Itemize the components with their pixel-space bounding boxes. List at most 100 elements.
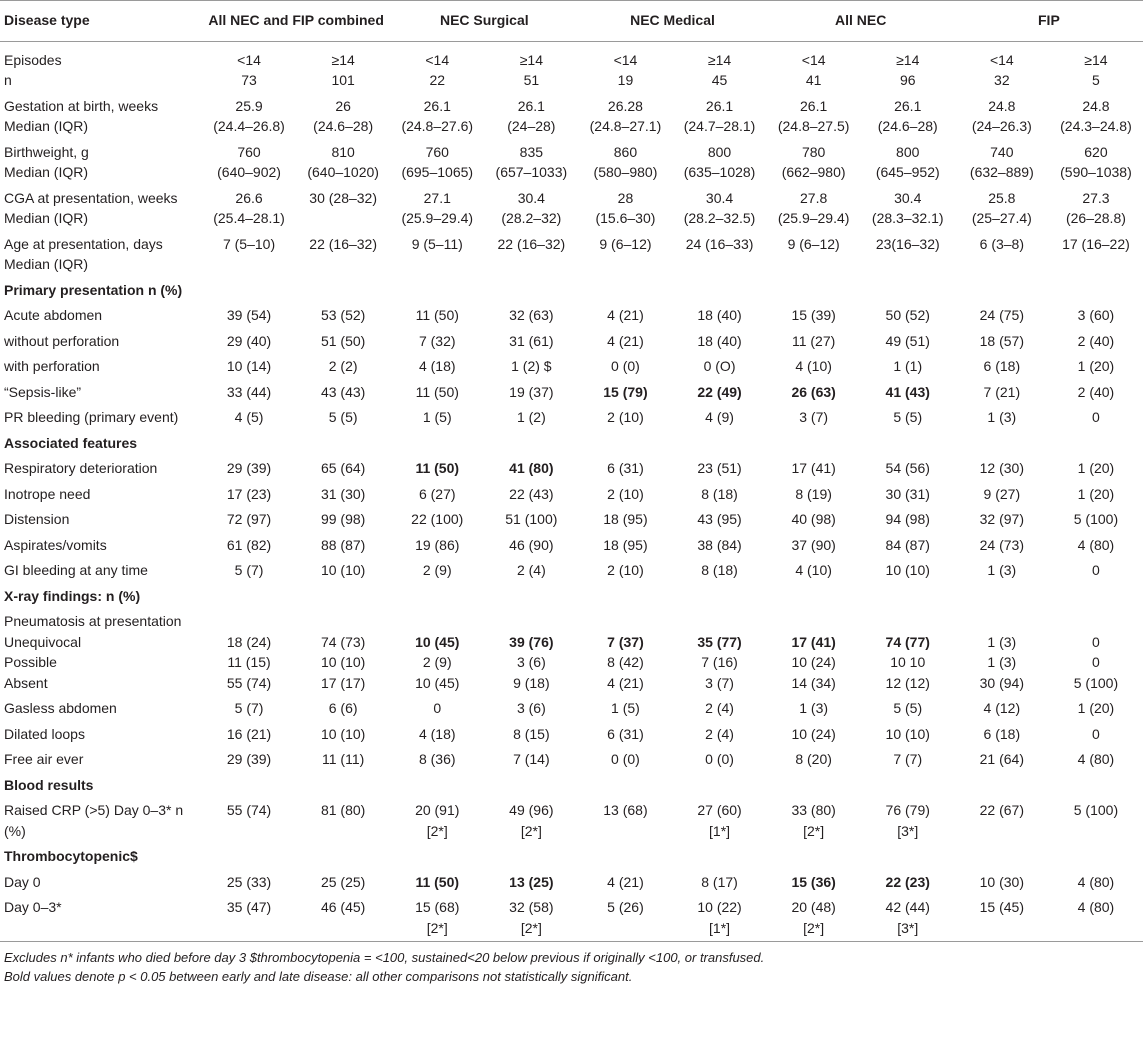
cell-text: 0 [1092,409,1100,425]
table-cell: 26.1 (24.8–27.5) [767,93,861,139]
cell-text: 5 (5) [328,409,358,425]
table-cell: 30.4 (28.2–32) [484,185,578,231]
cell-text: (28.2–32.5) [683,210,756,226]
table-cell: 3 (60) [1049,303,1143,329]
table-cell: 32 (63) [484,303,578,329]
row-label-line: Median (IQR) [4,118,89,134]
cell-text: 740 [990,143,1014,160]
table-cell: 7 (21) [955,379,1049,405]
cell-text: 12 (12) [885,674,930,691]
table-cell: 3 (7) [767,405,861,431]
cell-text: (24.8–27.1) [589,118,662,134]
cell-text: 30.4 [517,189,545,206]
table-cell: 7 (5–10) [202,231,296,277]
cell-text: 9 (18) [513,674,550,691]
cell-text: 0 (0) [611,751,640,767]
cell-text: 1 (20) [1077,700,1115,716]
row-label: Distension [4,511,70,527]
table-cell: 0 (O) [673,354,767,380]
cell-text: (24–26.3) [971,118,1032,134]
table-cell: 4 (21) [578,303,672,329]
table-cell: 760 (640–902) [202,139,296,185]
table-cell: 8 (18) [673,481,767,507]
table-row: X-ray findings: n (%) [0,583,1143,609]
table-cell: 4 (21) [578,328,672,354]
cell-text: 1 (1) [893,358,923,374]
cell-text: 50 (52) [885,307,930,323]
blank-line [676,611,764,632]
cell-text: 15 (68) [415,899,460,915]
cell-text: (590–1038) [1060,164,1132,180]
table-cell: 740 (632–889) [955,139,1049,185]
cell-text: 2 (10) [607,562,644,578]
table-cell: 40 (98) [767,507,861,533]
table-cell: 9 (6–12) [767,231,861,277]
cell-text: 22 (23) [885,873,930,890]
table-cell: 30 (28–32) [296,185,390,231]
row-label-line: n [4,72,12,88]
section-heading: Blood results [4,776,94,793]
cell-text: 4 (10) [795,358,832,374]
row-label: Episodes n [0,41,202,93]
table-cell: 4 (5) [202,405,296,431]
cell-text: 26.1 [517,97,545,114]
cell-text: 24 (75) [979,307,1024,323]
table-cell: 0 [390,696,484,722]
row-label-line: Unequivocal [4,633,82,650]
table-cell: 65 (64) [296,456,390,482]
cell-text: 46 (45) [320,899,366,915]
table-cell: 37 (90) [767,532,861,558]
cell-text: 11 (50) [415,873,460,890]
table-cell: 800 (635–1028) [673,139,767,185]
table-cell: 35 (77) 7 (16) 3 (7) [673,609,767,696]
table-cell: 33 (44) [202,379,296,405]
table-row: Thrombocytopenic$ [0,844,1143,870]
cell-text: 99 (98) [320,511,366,527]
cell-text: 1 (20) [1077,358,1115,374]
cell-text: 16 (21) [226,725,272,742]
cell-text: 33 (80) [791,802,836,818]
cell-text: [2*] [426,822,448,839]
table-row: GI bleeding at any time 5 (7) 10 (10) 2 (9)… [0,558,1143,584]
table-row: PR bleeding (primary event) 4 (5) 5 (5) 1 (… [0,405,1143,431]
cell-text: 4 (5) [234,409,264,425]
cell-text: 7 (32) [418,332,456,349]
cell-text: 2 (40) [1077,332,1115,349]
blank-line [1052,611,1140,632]
table-cell: 6 (18) [955,354,1049,380]
table-cell: 19 (86) [390,532,484,558]
table-cell: 7 (14) [484,747,578,773]
table-row: Blood results [0,772,1143,798]
table-cell: 15 (36) [767,869,861,895]
cell-text: 5 (7) [234,700,264,716]
cell-text: 27.3 [1082,189,1110,206]
cell-text: 4 (10) [795,562,832,578]
cell-text: ≥14 [519,51,543,68]
row-label: Gestation at birth, weeks Median (IQR) [0,93,202,139]
table-cell: 46 (45) [296,895,390,942]
cell-text: 2 (4) [705,725,734,742]
table-cell: 61 (82) [202,532,296,558]
cell-text: 835 [519,143,544,160]
table-cell: 41 (80) [484,456,578,482]
table-cell: 8 (19) [767,481,861,507]
table-cell: 11 (50) [390,456,484,482]
table-cell: 20 (48) [2*] [767,895,861,942]
cell-text: 54 (56) [885,460,930,476]
table-row: “Sepsis-like” 33 (44) 43 (43) 11 (50) 19 (37… [0,379,1143,405]
table-cell: 2 (2) [296,354,390,380]
cell-text: 760 [425,143,449,160]
cell-text: 810 [331,143,355,160]
table-cell: 26.1 (24–28) [484,93,578,139]
cell-text: 1 (3) [987,562,1017,578]
cell-text: 22 (16–32) [309,235,377,252]
cell-text: 18 (57) [979,332,1024,349]
cell-text: 4 (18) [418,358,456,374]
cell-text: 23 (51) [697,460,742,476]
cell-text: 27 (60) [697,802,742,818]
cell-text: 1 (3) [987,409,1017,425]
cell-text: 1 (5) [422,409,452,425]
cell-text: 10 (14) [226,358,272,374]
table-cell: 41 (43) [861,379,955,405]
